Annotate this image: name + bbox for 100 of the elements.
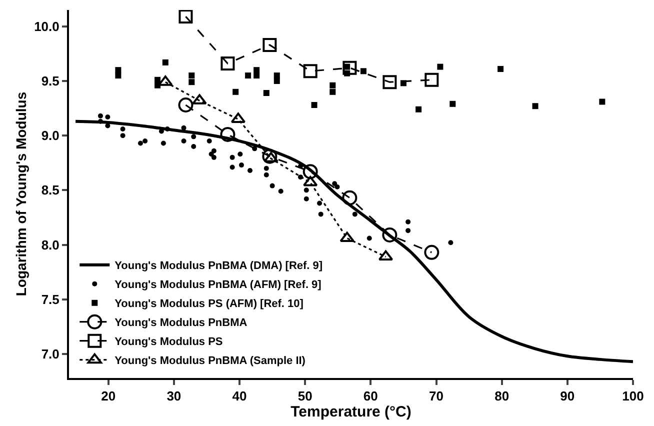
legend-label: Young's Modulus PnBMA (DMA) [Ref. 9] xyxy=(114,260,323,272)
point xyxy=(220,126,236,142)
point xyxy=(448,240,454,246)
point xyxy=(120,133,126,138)
point xyxy=(317,200,322,206)
point xyxy=(254,72,260,79)
point xyxy=(211,148,216,154)
point xyxy=(230,154,235,160)
point xyxy=(437,64,444,70)
point xyxy=(245,72,252,79)
x-tick-label: 80 xyxy=(494,388,510,404)
point xyxy=(318,212,324,217)
point xyxy=(366,236,372,241)
point xyxy=(164,126,170,132)
point xyxy=(342,60,357,75)
point xyxy=(424,72,439,87)
legend-label: Young's Modulus PnBMA xyxy=(114,317,248,330)
point xyxy=(188,72,195,79)
point xyxy=(248,168,252,174)
x-tick-label: 70 xyxy=(429,388,444,404)
point xyxy=(382,75,397,90)
point xyxy=(406,219,411,224)
point xyxy=(498,66,504,72)
x-tick-label: 90 xyxy=(560,388,575,404)
x-axis-title: Temperature (°C) xyxy=(290,404,412,421)
y-axis-title: Logarithm of Young's Modulus xyxy=(13,92,30,296)
point xyxy=(181,138,186,144)
point xyxy=(232,88,239,95)
point xyxy=(274,72,280,79)
point xyxy=(406,228,411,234)
point xyxy=(254,67,260,74)
point xyxy=(120,126,126,132)
point xyxy=(330,82,336,88)
point xyxy=(378,250,394,261)
point xyxy=(191,134,196,140)
point xyxy=(311,102,318,108)
point xyxy=(330,88,336,95)
x-tick-label: 30 xyxy=(166,388,182,404)
point xyxy=(264,166,269,171)
point xyxy=(599,98,606,105)
point xyxy=(238,162,244,168)
point xyxy=(274,78,280,84)
point xyxy=(332,181,338,186)
legend-label: Young's Modulus PS (AFM) [Ref. 10] xyxy=(114,298,304,310)
point xyxy=(98,113,103,118)
point xyxy=(382,227,398,242)
point xyxy=(230,164,235,170)
point xyxy=(160,140,166,146)
point xyxy=(206,138,212,144)
point xyxy=(270,183,275,188)
y-tick-label: 8.5 xyxy=(41,182,60,198)
point xyxy=(191,144,196,149)
point xyxy=(188,79,195,86)
point xyxy=(304,196,309,202)
y-tick-label: 8.0 xyxy=(41,237,60,252)
point xyxy=(424,244,440,260)
point xyxy=(154,76,161,83)
point xyxy=(178,10,193,24)
y-tick-label: 7.0 xyxy=(41,346,60,362)
point xyxy=(238,152,243,157)
point xyxy=(98,118,103,124)
x-tick-label: 60 xyxy=(363,388,378,404)
point xyxy=(192,94,207,104)
legend-label: Young's Modulus PnBMA (Sample II) xyxy=(114,355,306,368)
point xyxy=(416,106,422,112)
point xyxy=(450,100,456,107)
y-tick-label: 9.5 xyxy=(41,74,60,89)
point xyxy=(342,190,358,206)
point xyxy=(264,172,269,178)
y-tick-label: 7.5 xyxy=(41,292,60,307)
x-tick-label: 40 xyxy=(232,388,247,404)
point xyxy=(105,114,110,120)
point xyxy=(220,56,235,71)
point xyxy=(115,67,122,74)
point xyxy=(303,64,318,78)
point xyxy=(105,123,110,128)
point xyxy=(162,59,168,66)
point xyxy=(302,164,318,180)
point xyxy=(278,188,284,194)
point xyxy=(334,184,340,190)
point xyxy=(264,152,278,162)
y-tick-label: 10.0 xyxy=(34,18,60,34)
point xyxy=(115,72,122,79)
x-tick-label: 50 xyxy=(298,388,312,404)
point xyxy=(360,68,366,74)
point xyxy=(262,148,278,164)
point xyxy=(181,125,186,130)
point xyxy=(340,232,354,242)
point xyxy=(262,38,277,52)
point xyxy=(142,138,148,144)
legend-label: Young's Modulus PnBMA (AFM) [Ref. 9] xyxy=(114,279,322,292)
point xyxy=(352,212,358,217)
legend-label: Young's Modulus PS xyxy=(114,336,223,348)
point xyxy=(138,140,143,146)
point xyxy=(211,154,216,160)
x-tick-label: 100 xyxy=(622,388,644,404)
point xyxy=(304,188,309,193)
point xyxy=(263,90,270,96)
x-tick-label: 20 xyxy=(101,388,116,404)
point xyxy=(178,98,194,112)
